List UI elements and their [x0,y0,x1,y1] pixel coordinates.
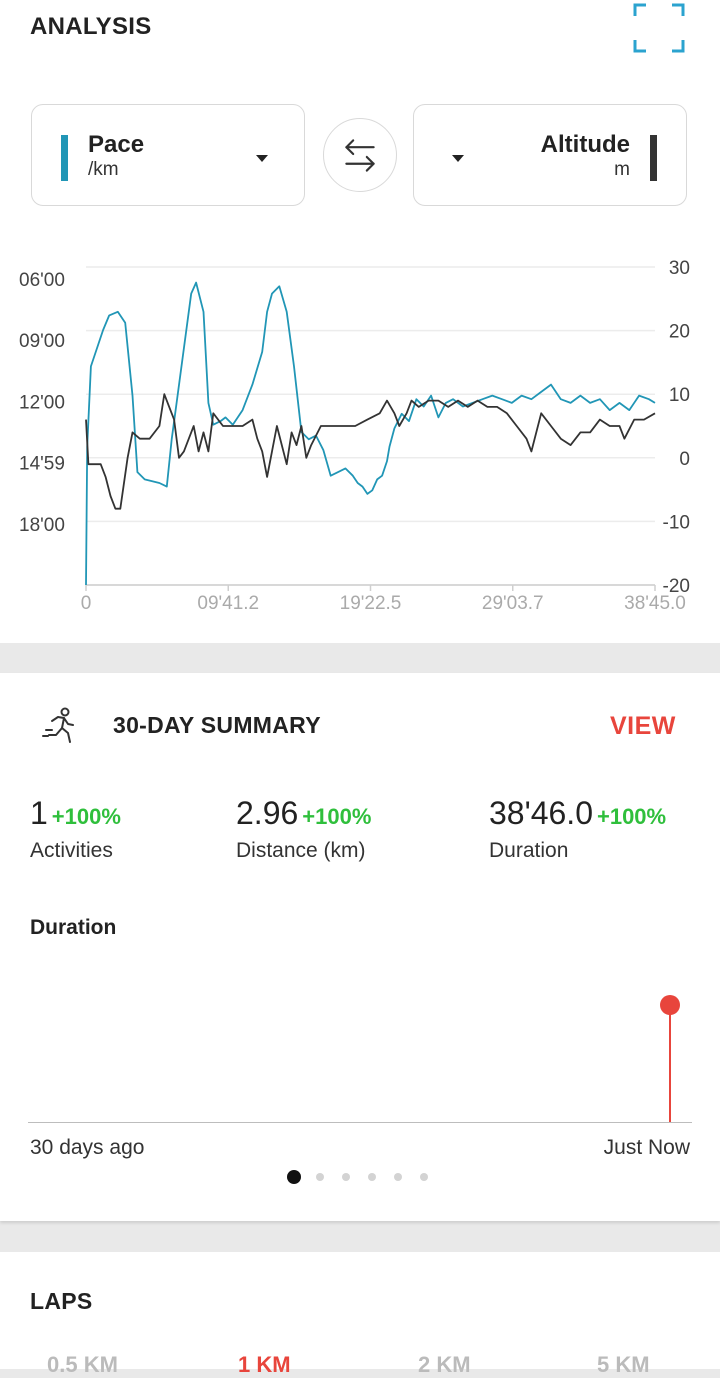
laps-tab-2km[interactable]: 2 KM [418,1352,471,1377]
y-right-tick-label: 30 [669,258,690,279]
pace-series-line [85,281,656,586]
y-left-tick-label: 18'00 [19,515,65,536]
laps-card [0,1252,720,1369]
altitude-series-line [85,393,656,510]
stat-value: 38'46.0 [489,795,593,831]
fullscreen-icon[interactable] [632,2,686,54]
left-metric-name: Pace [88,131,145,158]
left-metric-unit: /km [88,159,119,180]
stat-label: Duration [489,839,569,862]
page-dot-active[interactable] [287,1170,301,1184]
page-dot[interactable] [316,1173,324,1181]
stat-label: Distance (km) [236,839,366,862]
altitude-color-bar [650,135,657,181]
y-left-tick-label: 09'00 [19,331,65,352]
stat-activities: 1 +100% Activities [30,795,121,862]
stat-value: 2.96 [236,795,299,831]
laps-tab-0-5km[interactable]: 0.5 KM [47,1352,118,1377]
laps-tab-1km[interactable]: 1 KM [238,1352,291,1377]
left-metric-selector[interactable]: Pace /km [31,104,305,206]
x-tick-label: 29'03.7 [482,593,544,614]
pace-color-bar [61,135,68,181]
x-tick-label: 09'41.2 [197,593,259,614]
duration-stem [669,1006,671,1122]
view-button[interactable]: VIEW [610,712,676,740]
y-right-tick-label: 20 [669,322,690,343]
duration-chart-title: Duration [30,916,117,939]
x-tick-label: 19'22.5 [340,593,402,614]
swap-arrows-icon[interactable] [323,118,397,192]
right-metric-name: Altitude [540,131,630,158]
stat-label: Activities [30,839,113,862]
stat-change: +100% [51,804,121,829]
page-dot[interactable] [368,1173,376,1181]
running-person-icon [42,707,74,743]
stat-duration: 38'46.0 +100% Duration [489,795,667,862]
range-end-label: Just Now [603,1136,690,1159]
stat-distance: 2.96 +100% Distance (km) [236,795,372,862]
right-metric-selector[interactable]: Altitude m [413,104,687,206]
analysis-chart[interactable]: 30 20 10 0 -10 -20 06'00 09'00 12'00 14'59 18'00 0 0… [0,245,720,625]
y-right-tick-label: -20 [663,576,690,597]
chevron-down-icon [452,155,464,162]
x-tick-label: 38'45.0 [624,593,686,614]
y-left-tick-label: 12'00 [19,392,65,413]
stat-change: +100% [596,804,667,829]
page-dot[interactable] [420,1173,428,1181]
page-dot[interactable] [342,1173,350,1181]
x-tick-label: 0 [81,593,92,614]
y-right-tick-label: 10 [669,385,690,406]
y-right-tick-label: 0 [679,449,690,470]
duration-point[interactable] [660,995,680,1015]
y-left-tick-label: 06'00 [19,270,65,291]
stat-value: 1 [30,795,48,831]
page-dot[interactable] [394,1173,402,1181]
range-start-label: 30 days ago [30,1136,145,1159]
analysis-card: ANALYSIS Pace /km Altitude m 30 20 10 0 -10 -… [0,0,720,643]
y-right-tick-label: -10 [663,512,690,533]
duration-chart-baseline [28,1122,692,1123]
stat-change: +100% [302,804,372,829]
laps-tab-5km[interactable]: 5 KM [597,1352,650,1377]
y-left-tick-label: 14'59 [19,454,65,475]
analysis-title: ANALYSIS [30,13,152,40]
chevron-down-icon [256,155,268,162]
summary-card [0,673,720,1221]
right-metric-unit: m [614,159,630,180]
summary-title: 30-DAY SUMMARY [113,712,321,738]
laps-title: LAPS [30,1288,93,1314]
